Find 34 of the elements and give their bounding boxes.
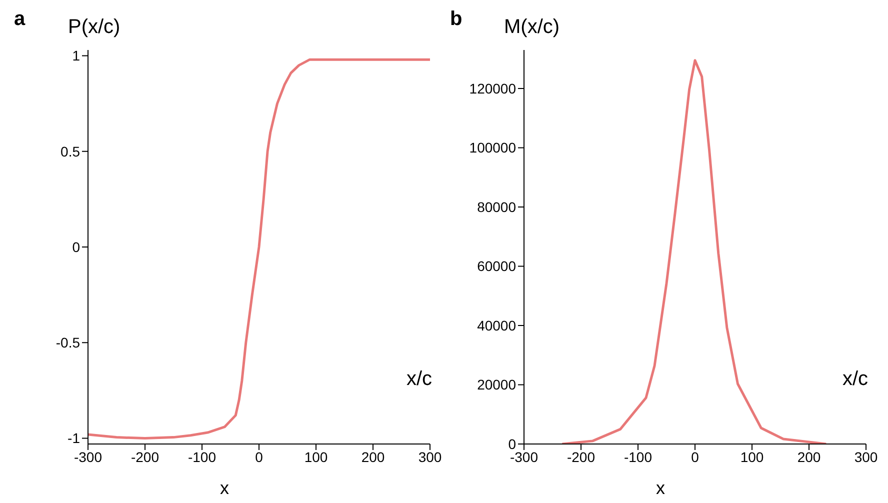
x-tick-label: -100: [624, 448, 652, 465]
y-tick-label: 0: [72, 238, 80, 255]
x-tick-label: 300: [854, 448, 878, 465]
x-tick-label: 200: [797, 448, 821, 465]
y-tick-label: 20000: [477, 376, 516, 393]
line-series: [88, 58, 430, 440]
y-tick-label: 1: [72, 48, 80, 64]
y-tick-label: -0.5: [56, 334, 80, 351]
x-tick-label: -200: [130, 448, 160, 465]
annotation: x/c: [406, 368, 432, 391]
x-axis-title: x: [656, 478, 665, 499]
x-axis-title: x: [220, 478, 229, 499]
line-series: [560, 59, 828, 444]
y-axis-title: P(x/c): [68, 16, 120, 39]
x-tick-label: 0: [691, 448, 700, 465]
x-tick-label: -300: [74, 448, 102, 465]
chart-title: b: [450, 8, 462, 31]
x-tick-label: 100: [740, 448, 764, 465]
y-tick-label: 120000: [469, 80, 516, 96]
y-tick-label: 60000: [477, 258, 516, 274]
chart-title: a: [14, 8, 26, 31]
annotation: x/c: [842, 368, 868, 391]
x-tick-label: 100: [304, 448, 328, 465]
x-tick-label: -200: [566, 448, 596, 465]
y-tick-label: -1: [68, 430, 80, 446]
y-tick-label: 0.5: [60, 143, 80, 160]
x-tick-label: 0: [255, 448, 264, 465]
x-tick-label: -100: [188, 448, 216, 465]
y-tick-label: 100000: [469, 140, 516, 156]
y-tick-label: 40000: [477, 317, 516, 334]
y-tick-label: 80000: [477, 198, 516, 215]
y-axis-title: M(x/c): [504, 16, 560, 39]
x-tick-label: 200: [361, 448, 385, 465]
x-tick-label: 300: [418, 448, 442, 465]
